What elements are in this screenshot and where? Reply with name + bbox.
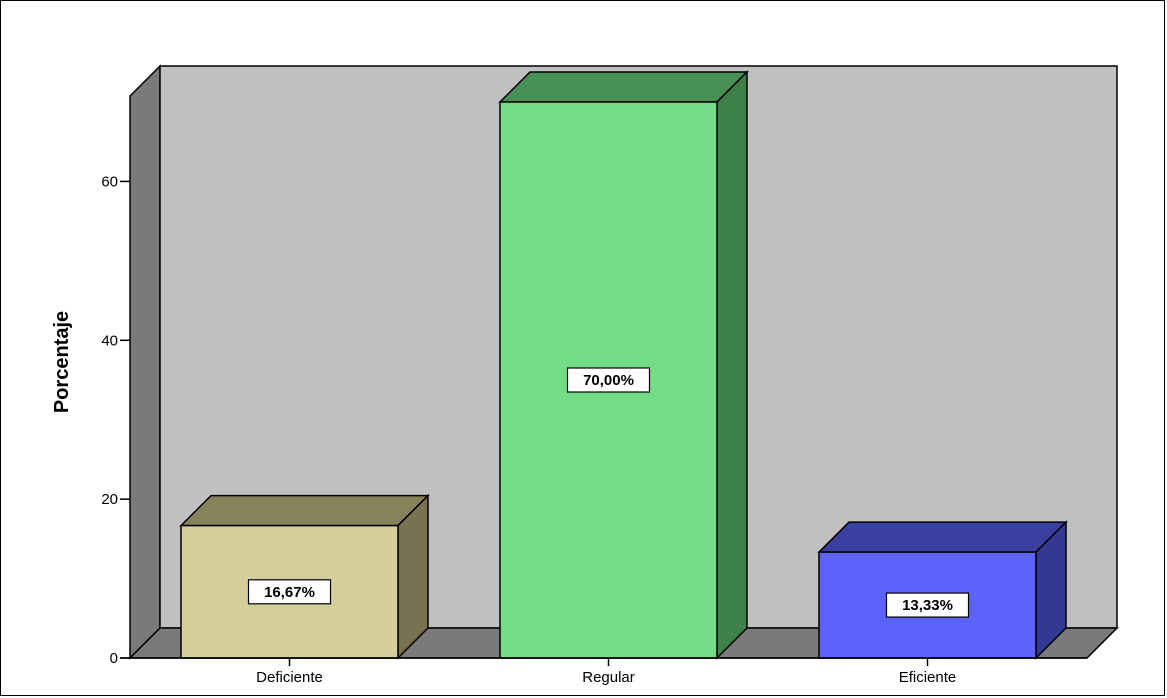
x-category-label: Deficiente bbox=[256, 669, 323, 686]
data-label-box bbox=[566, 367, 651, 393]
data-label: 16,67% bbox=[264, 584, 315, 601]
bar-top-face bbox=[498, 71, 749, 103]
bar-top-face bbox=[817, 521, 1068, 553]
y-tick-label: 20 bbox=[101, 491, 118, 508]
y-tick-label: 60 bbox=[101, 173, 118, 190]
side-wall bbox=[129, 64, 161, 660]
data-label: 70,00% bbox=[583, 372, 634, 389]
x-category-label: Eficiente bbox=[899, 669, 957, 686]
y-tick-label: 0 bbox=[110, 650, 118, 667]
y-axis-title: Porcentaje bbox=[51, 311, 73, 413]
data-label: 13,33% bbox=[902, 597, 953, 614]
bar-side-face bbox=[716, 70, 748, 660]
data-label-box bbox=[247, 579, 332, 605]
y-tick-label: 40 bbox=[101, 332, 118, 349]
bar-top-face bbox=[179, 494, 430, 527]
data-label-box bbox=[885, 592, 970, 618]
x-category-label: Regular bbox=[582, 669, 635, 686]
